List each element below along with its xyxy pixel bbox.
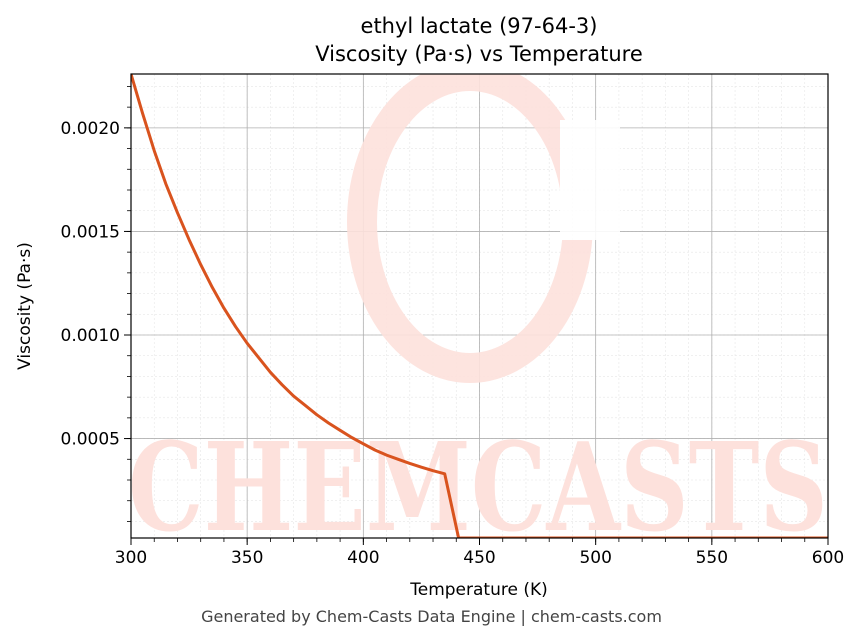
chart-title: ethyl lactate (97-64-3): [361, 14, 598, 38]
y-axis: 0.0005 0.0010 0.0015 0.0020: [61, 86, 131, 522]
y-axis-label: Viscosity (Pa·s): [15, 242, 35, 370]
x-tick-label: 350: [231, 548, 263, 568]
x-tick-label: 300: [115, 548, 147, 568]
x-tick-label: 450: [463, 548, 495, 568]
x-tick-label: 600: [812, 548, 844, 568]
footer-credit: Generated by Chem-Casts Data Engine | ch…: [201, 607, 662, 626]
watermark: CHEMCASTS: [128, 74, 828, 559]
series-line: [131, 74, 828, 538]
chart-subtitle: Viscosity (Pa·s) vs Temperature: [315, 42, 643, 66]
y-tick-label: 0.0020: [61, 119, 120, 139]
watermark-logo-icon: [347, 74, 620, 383]
watermark-text: CHEMCASTS: [128, 415, 828, 559]
x-axis: 300 350 400 450 500 550 600: [115, 538, 844, 568]
x-tick-label: 550: [696, 548, 728, 568]
series-group: [131, 74, 828, 538]
y-tick-label: 0.0015: [61, 222, 120, 242]
y-tick-label: 0.0005: [61, 430, 120, 450]
x-tick-label: 500: [579, 548, 611, 568]
x-tick-label: 400: [347, 548, 379, 568]
x-axis-label: Temperature (K): [409, 580, 548, 600]
y-tick-label: 0.0010: [61, 326, 120, 346]
